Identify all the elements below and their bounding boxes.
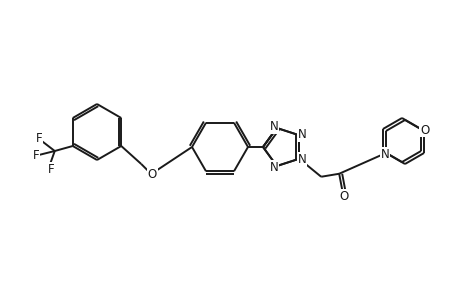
Text: F: F <box>47 163 54 176</box>
Text: N: N <box>297 153 306 166</box>
Text: O: O <box>420 124 429 136</box>
Text: F: F <box>35 131 42 145</box>
Text: N: N <box>269 160 278 173</box>
Text: F: F <box>33 148 39 161</box>
Text: N: N <box>297 128 306 141</box>
Text: N: N <box>380 148 388 160</box>
Text: O: O <box>147 169 157 182</box>
Text: O: O <box>339 190 348 203</box>
Text: N: N <box>269 121 278 134</box>
